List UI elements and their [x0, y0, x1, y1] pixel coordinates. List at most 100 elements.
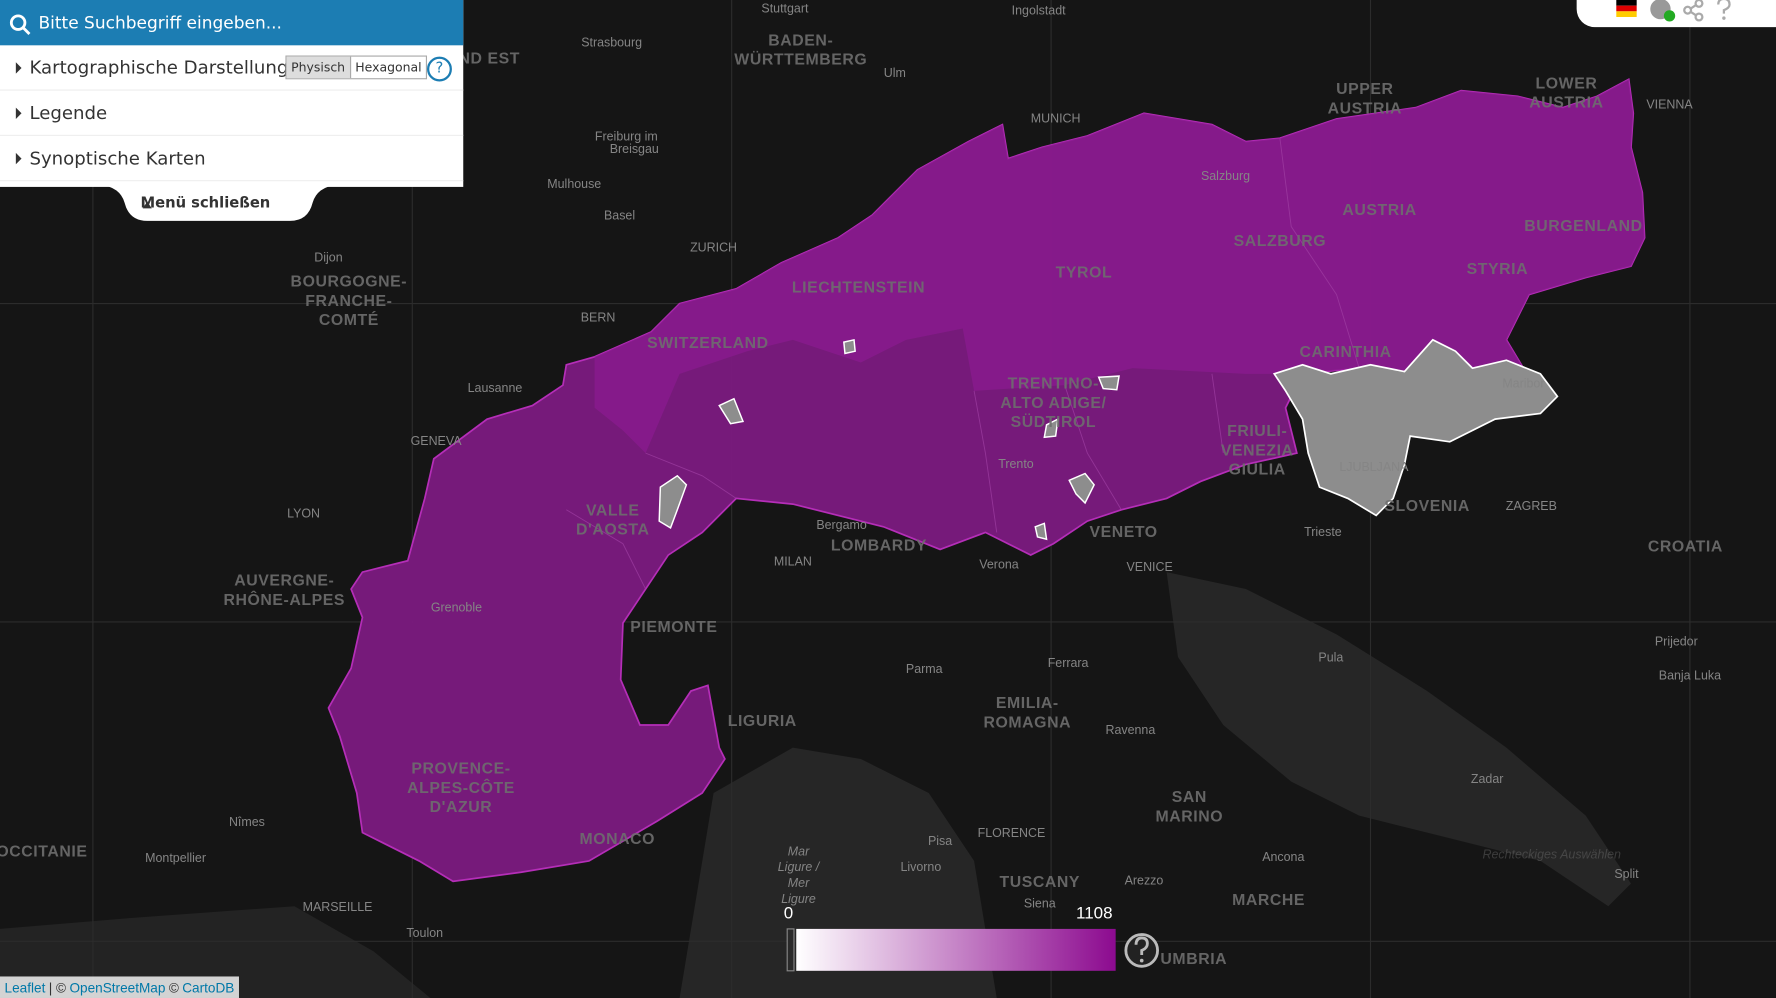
- region-label: SWITZERLAND: [647, 335, 769, 352]
- region-label: AUSTRIA: [1342, 202, 1416, 219]
- sea-label: Mer: [788, 876, 810, 890]
- city-label: Pula: [1318, 651, 1343, 665]
- city-label: Pisa: [928, 834, 952, 848]
- gray-patches[interactable]: [658, 338, 1120, 541]
- region-label: COMTÉ: [319, 310, 379, 329]
- region-label: LIGURIA: [728, 713, 797, 730]
- region-label: TYROL: [1056, 265, 1113, 282]
- region-label: OCCITANIE: [0, 843, 87, 860]
- city-label: Nîmes: [229, 815, 265, 829]
- toggle-button[interactable]: Hexagonal: [355, 60, 422, 75]
- legend-max: 1108: [1076, 903, 1113, 924]
- city-label: Ingolstadt: [1012, 4, 1066, 18]
- city-label: VIENNA: [1646, 98, 1693, 112]
- label-layer: BADEN-WÜRTTEMBERG UPPER AUSTRIA LOWER AUSTRI…: [0, 1, 1723, 968]
- city-label: Dijon: [314, 251, 342, 265]
- help-button[interactable]: ?: [427, 56, 452, 82]
- legend-gradient: [796, 928, 1116, 971]
- menu-item[interactable]: Synoptische Karten: [0, 136, 464, 182]
- user-icon[interactable]: [1650, 0, 1676, 22]
- attribution: Leaflet | © OpenStreetMap © CartoDB: [0, 976, 239, 998]
- city-label: Freiburg im: [595, 129, 658, 143]
- city-label: Ravenna: [1105, 723, 1155, 737]
- region-label: WÜRTTEMBERG: [734, 50, 867, 69]
- sea-label: Mar: [788, 844, 810, 858]
- legend-help[interactable]: [1124, 933, 1159, 968]
- city-label: Stuttgart: [761, 1, 809, 15]
- region-label: AUSTRIA: [1328, 100, 1402, 117]
- region-label: ND EST: [459, 50, 520, 67]
- region-label: TRENTINO-: [1008, 376, 1099, 393]
- search-icon: [9, 14, 31, 35]
- menu-item-label: Synoptische Karten: [29, 147, 206, 169]
- city-label: Mulhouse: [547, 177, 601, 191]
- attribution-link[interactable]: Leaflet: [4, 979, 46, 996]
- toolbar-icons: [1616, 0, 1731, 22]
- help-icon[interactable]: [1717, 0, 1731, 20]
- search-bar[interactable]: Bitte Suchbegriff eingeben...: [0, 0, 464, 46]
- city-label: Zadar: [1471, 772, 1503, 786]
- city-label: Trento: [998, 457, 1034, 471]
- region-label: CROATIA: [1648, 539, 1723, 556]
- attribution-text: | ©: [48, 979, 67, 996]
- city-label: ZAGREB: [1506, 499, 1557, 513]
- region-label: D'AZUR: [430, 799, 493, 816]
- toggle-button[interactable]: Physisch: [286, 56, 351, 79]
- city-label: Siena: [1024, 896, 1056, 910]
- attribution-link[interactable]: OpenStreetMap: [69, 979, 166, 996]
- region-label: RHÔNE-ALPES: [224, 590, 346, 609]
- region-label: D'AOSTA: [576, 522, 649, 539]
- region-label: CARINTHIA: [1299, 344, 1391, 361]
- region-label: STYRIA: [1467, 261, 1528, 278]
- region-label: MARINO: [1155, 808, 1223, 825]
- region-label: VALLE: [586, 502, 640, 519]
- city-label: Bergamo: [816, 518, 867, 532]
- city-label: ZURICH: [690, 240, 737, 254]
- region-borders: [566, 138, 1360, 590]
- austria-swiss-region[interactable]: [594, 79, 1645, 454]
- sea-label: Rechteckiges Auswählen: [1482, 848, 1621, 862]
- region-label: ALTO ADIGE/: [1000, 395, 1106, 412]
- city-label: Salzburg: [1201, 169, 1250, 183]
- menu-item[interactable]: Legende: [0, 91, 464, 136]
- city-label: Prijedor: [1655, 635, 1698, 649]
- region-label: VENEZIA: [1221, 442, 1294, 459]
- city-label: Ulm: [884, 66, 906, 80]
- attribution-link[interactable]: CartoDB: [182, 979, 235, 996]
- city-label: Breisgau: [610, 142, 659, 156]
- language-flag[interactable]: [1616, 0, 1637, 17]
- region-label: TUSCANY: [1000, 874, 1081, 891]
- sea-label: Ligure /: [778, 860, 821, 874]
- city-label: BERN: [581, 311, 616, 325]
- close-tab[interactable]: [99, 184, 338, 224]
- city-label: Livorno: [900, 860, 941, 874]
- city-label: Montpellier: [145, 851, 206, 865]
- region-label: UMBRIA: [1160, 951, 1227, 968]
- region-label: LOMBARDY: [831, 538, 927, 555]
- share-icon[interactable]: [1683, 0, 1704, 22]
- region-label: ALPES-CÔTE: [407, 778, 515, 797]
- close-label[interactable]: Menü schließen: [140, 194, 271, 212]
- city-label: Toulon: [406, 926, 443, 940]
- menu-item[interactable]: Kartographische Darstellung Physisch Hexa…: [0, 45, 464, 91]
- legend-min: 0: [783, 903, 794, 924]
- city-label: Verona: [979, 558, 1018, 572]
- city-label: LJUBLJANA: [1339, 460, 1409, 474]
- region-label: VENETO: [1089, 524, 1157, 541]
- legend-nodata: [786, 928, 795, 972]
- med-sea: [0, 906, 431, 998]
- menu-item-label: Kartographische Darstellung: [29, 56, 289, 79]
- region-label: LIECHTENSTEIN: [792, 279, 925, 296]
- region-label: SÜDTIROL: [1011, 412, 1097, 431]
- city-label: VENICE: [1126, 560, 1172, 574]
- city-label: Lausanne: [468, 381, 523, 395]
- city-label: FLORENCE: [978, 826, 1046, 840]
- region-label: SAN: [1172, 789, 1207, 806]
- city-label: Basel: [604, 209, 635, 223]
- region-label: EMILIA-: [996, 695, 1059, 712]
- region-label: FRANCHE-: [305, 293, 392, 310]
- slovenia-region[interactable]: [1272, 338, 1559, 517]
- region-label: ROMAGNA: [984, 714, 1072, 731]
